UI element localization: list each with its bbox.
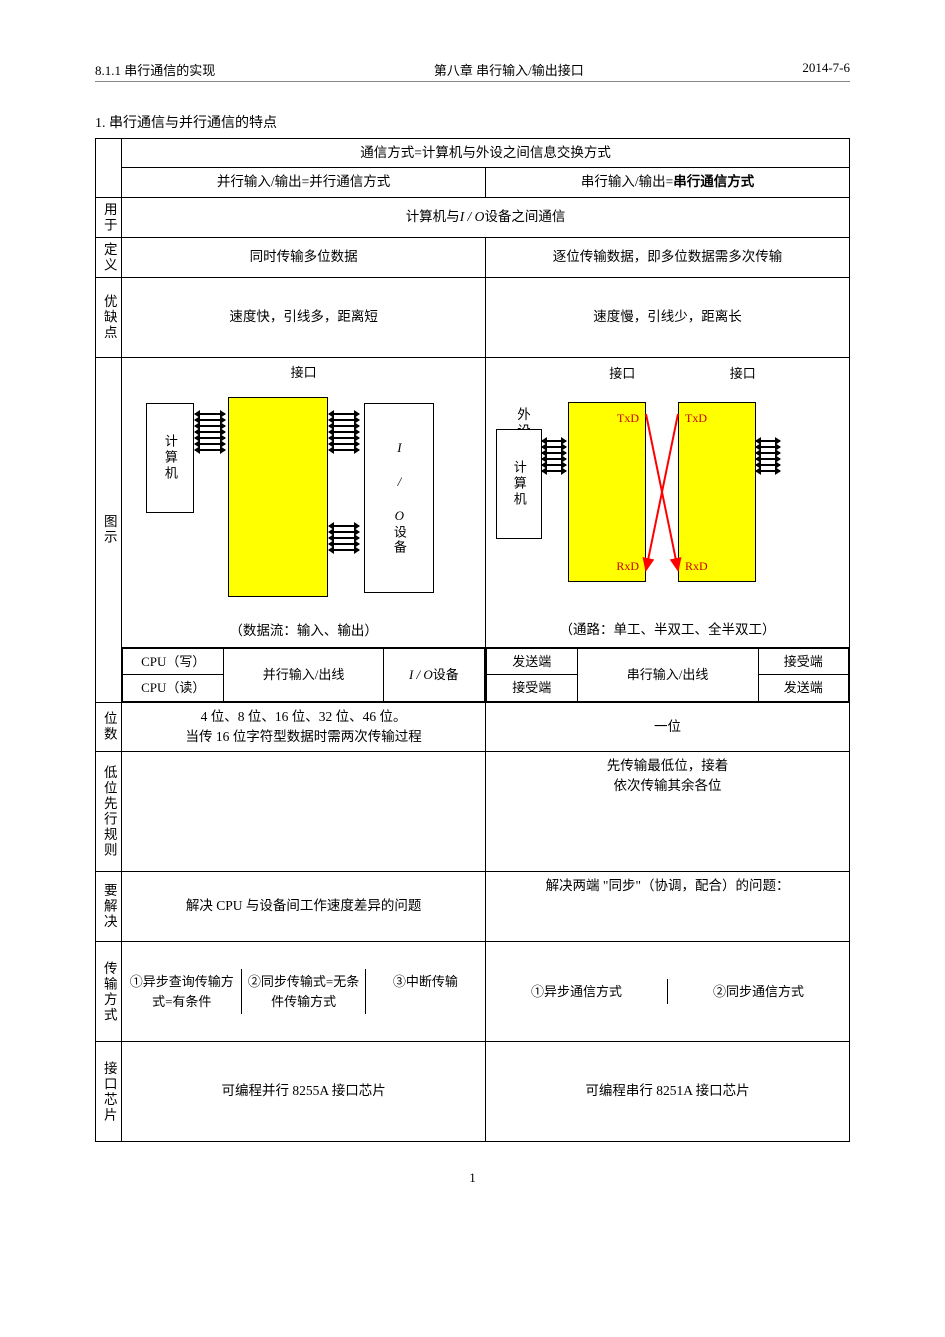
serial-iface-title-r: 接口 [730, 364, 756, 384]
bits-parallel: 4 位、8 位、16 位、32 位、46 位。 当传 16 位字符型数据时需两次… [122, 702, 486, 752]
parallel-iface-title: 接口 [128, 363, 479, 383]
row-label-def: 定义 [96, 237, 122, 277]
sd-interface-2: TxD RxD [678, 402, 756, 582]
chip-serial: 可编程串行 8251A 接口芯片 [486, 1042, 850, 1142]
sp-mid: 并行输入/出线 [224, 648, 383, 701]
parallel-diagram: 计算机 I / O设备 [128, 385, 479, 615]
use-post: 设备之间通信 [484, 209, 565, 224]
solve-serial: 解决两端 "同步"（协调，配合）的问题： [486, 872, 850, 942]
header-left: 8.1.1 串行通信的实现 [95, 60, 215, 79]
empty-cell [96, 139, 122, 198]
low-parallel [122, 752, 486, 872]
row-label-chip: 接口芯片 [96, 1042, 122, 1142]
page-header: 8.1.1 串行通信的实现 第八章 串行输入/输出接口 2014-7-6 [95, 60, 850, 82]
use-io: I / O [460, 209, 485, 224]
serial-iface-titles: 接口 接口 [492, 364, 843, 384]
row-label-adv: 优缺点 [96, 277, 122, 357]
pd-io-italic: I / O [392, 440, 407, 525]
sd-if2-txd: TxD [685, 409, 707, 427]
sub-parallel-cell: CPU（写） 并行输入/出线 I / O设备 CPU（读） [122, 647, 486, 702]
method-parallel-table: ①异步查询传输方式=有条件 ②同步传输式=无条件传输方式 ③中断传输 [122, 969, 485, 1014]
adv-parallel: 速度快，引线多，距离短 [122, 277, 486, 357]
pd-interface-box [228, 397, 328, 597]
pd-io-box: I / O设备 [364, 403, 434, 593]
use-pre: 计算机与 [406, 209, 460, 224]
ms-1: ①异步通信方式 [486, 979, 667, 1005]
page-number: 1 [95, 1170, 850, 1186]
row-label-low: 低位先行规则 [96, 752, 122, 872]
header-right: 2014-7-6 [802, 60, 850, 79]
ss-r1c3: 接受端 [758, 648, 849, 675]
diagram-serial-cell: 接口 接口 计算机 TxD RxD TxD RxD 外设 [486, 357, 850, 647]
ss-r2c1: 接受端 [487, 675, 577, 702]
row-label-diagram: 图示 [96, 357, 122, 702]
section-title: 1. 串行通信与并行通信的特点 [95, 112, 850, 132]
pd-computer-box: 计算机 [146, 403, 194, 513]
serial-caption: （通路：单工、半双工、全半双工） [492, 620, 843, 640]
adv-serial: 速度慢，引线少，距离长 [486, 277, 850, 357]
method-serial-table: ①异步通信方式 ②同步通信方式 [486, 979, 849, 1005]
sd-if2-rxd: RxD [685, 557, 708, 575]
banner-cell: 通信方式=计算机与外设之间信息交换方式 [122, 139, 850, 168]
solve-parallel: 解决 CPU 与设备间工作速度差异的问题 [122, 872, 486, 942]
method-serial-cell: ①异步通信方式 ②同步通信方式 [486, 942, 850, 1042]
mp-2: ②同步传输式=无条件传输方式 [242, 969, 365, 1014]
parallel-caption: （数据流：输入、输出） [128, 621, 479, 641]
row-label-use: 用于 [96, 197, 122, 237]
col-serial-prefix: 串行输入/输出= [581, 174, 673, 189]
sd-interface-1: TxD RxD [568, 402, 646, 582]
row-use-content: 计算机与I / O设备之间通信 [122, 197, 850, 237]
header-center: 第八章 串行输入/输出接口 [434, 60, 584, 79]
sp-right: I / O设备 [383, 648, 484, 701]
row-label-method: 传输方式 [96, 942, 122, 1042]
sd-if1-rxd: RxD [616, 557, 639, 575]
chip-parallel: 可编程并行 8255A 接口芯片 [122, 1042, 486, 1142]
sp-r1c1: CPU（写） [123, 648, 224, 675]
ms-2: ②同步通信方式 [668, 979, 849, 1005]
def-serial: 逐位传输数据，即多位数据需多次传输 [486, 237, 850, 277]
mp-1: ①异步查询传输方式=有条件 [122, 969, 242, 1014]
mp-3: ③中断传输 [365, 969, 485, 1014]
sp-r2c1: CPU（读） [123, 675, 224, 702]
sp-right-i: I / O [409, 667, 433, 682]
col-parallel-header: 并行输入/输出=并行通信方式 [122, 168, 486, 197]
row-label-solve: 要解决 [96, 872, 122, 942]
cross-lines-icon [642, 404, 682, 580]
ss-r1c1: 发送端 [487, 648, 577, 675]
col-serial-header: 串行输入/输出=串行通信方式 [486, 168, 850, 197]
sd-computer-box: 计算机 [496, 429, 542, 539]
diagram-parallel-cell: 接口 计算机 I / O设备 （数据流：输入、输出） [122, 357, 486, 647]
comparison-table: 通信方式=计算机与外设之间信息交换方式 并行输入/输出=并行通信方式 串行输入/… [95, 138, 850, 1142]
col-serial-bold: 串行通信方式 [673, 174, 754, 189]
serial-diagram: 计算机 TxD RxD TxD RxD 外设 [492, 384, 843, 614]
ss-r2c3: 发送端 [758, 675, 849, 702]
pd-io-text: I / O设备 [389, 440, 409, 555]
sub-serial-cell: 发送端 串行输入/出线 接受端 接受端 发送端 [486, 647, 850, 702]
bits-serial: 一位 [486, 702, 850, 752]
sub-parallel-table: CPU（写） 并行输入/出线 I / O设备 CPU（读） [122, 648, 485, 702]
def-parallel: 同时传输多位数据 [122, 237, 486, 277]
sub-serial-table: 发送端 串行输入/出线 接受端 接受端 发送端 [486, 648, 849, 702]
document-page: 8.1.1 串行通信的实现 第八章 串行输入/输出接口 2014-7-6 1. … [0, 0, 945, 1226]
serial-iface-title-l: 接口 [609, 364, 635, 384]
low-serial: 先传输最低位，接着 依次传输其余各位 [486, 752, 850, 872]
sd-if1-txd: TxD [617, 409, 639, 427]
method-parallel-cell: ①异步查询传输方式=有条件 ②同步传输式=无条件传输方式 ③中断传输 [122, 942, 486, 1042]
pd-io-post: 设备 [392, 525, 407, 555]
row-label-bits: 位数 [96, 702, 122, 752]
sp-right-post: 设备 [433, 667, 459, 682]
ss-mid: 串行输入/出线 [577, 648, 758, 701]
